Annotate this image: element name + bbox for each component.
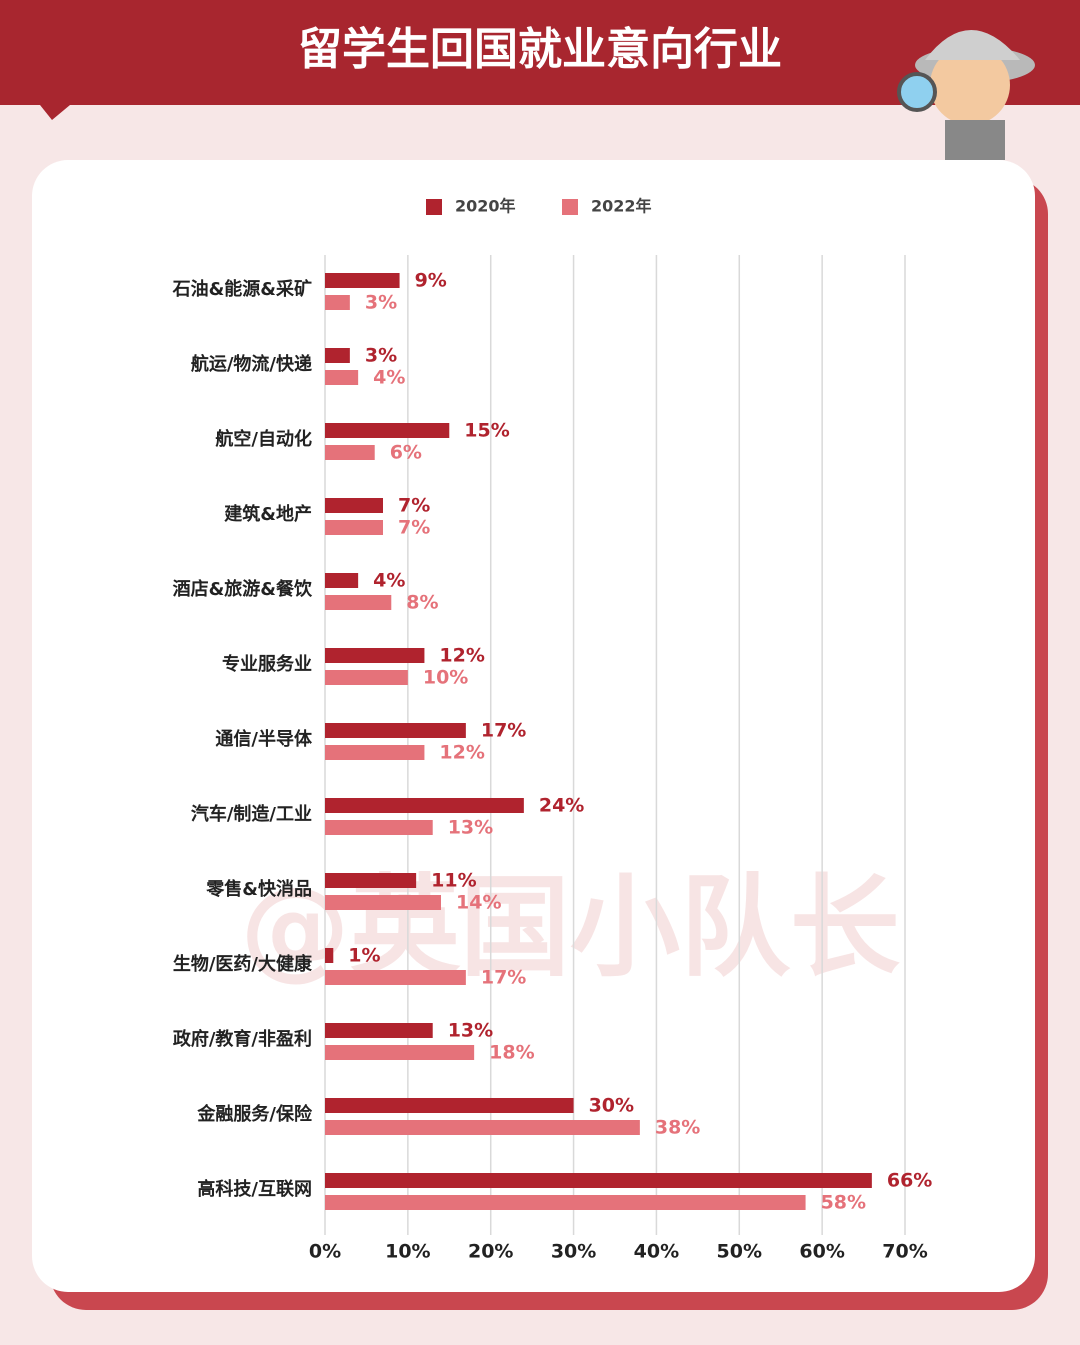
x-tick-label: 70%: [882, 1241, 927, 1263]
y-tick-label: 建筑&地产: [224, 503, 312, 525]
bar: [325, 820, 433, 835]
bar: [325, 370, 359, 385]
y-tick-label: 专业服务业: [222, 653, 312, 675]
value-label: 8%: [406, 592, 438, 614]
value-label: 38%: [655, 1117, 700, 1139]
value-label: 3%: [365, 292, 397, 314]
bar: [325, 595, 392, 610]
mascot: [897, 30, 1035, 160]
value-label: 13%: [448, 817, 493, 839]
y-tick-label: 金融服务/保险: [196, 1103, 313, 1125]
value-label: 4%: [373, 367, 405, 389]
bar: [325, 1098, 574, 1113]
x-tick-label: 40%: [634, 1241, 679, 1263]
bar: [325, 1045, 475, 1060]
y-tick-label: 航运/物流/快递: [191, 353, 312, 375]
bar: [325, 948, 334, 963]
value-label: 7%: [398, 495, 430, 517]
x-tick-label: 30%: [551, 1241, 596, 1263]
bar: [325, 273, 400, 288]
value-label: 7%: [398, 517, 430, 539]
bar: [325, 723, 466, 738]
bar: [325, 1195, 806, 1210]
bar: [325, 348, 350, 363]
legend-swatch: [426, 199, 442, 215]
legend-swatch: [562, 199, 578, 215]
value-label: 15%: [464, 420, 509, 442]
bar: [325, 895, 441, 910]
bar: [325, 295, 350, 310]
bar: [325, 798, 524, 813]
y-tick-label: 酒店&旅游&餐饮: [173, 578, 313, 600]
value-label: 12%: [439, 742, 484, 764]
bar: [325, 445, 375, 460]
value-label: 24%: [539, 795, 584, 817]
y-tick-label: 零售&快消品: [205, 878, 312, 900]
value-label: 12%: [439, 645, 484, 667]
value-label: 6%: [390, 442, 422, 464]
x-tick-label: 0%: [309, 1241, 341, 1263]
value-label: 17%: [481, 720, 526, 742]
value-label: 10%: [423, 667, 468, 689]
value-label: 66%: [887, 1170, 932, 1192]
bar: [325, 573, 359, 588]
value-label: 1%: [348, 945, 380, 967]
bar: [325, 670, 408, 685]
y-tick-label: 高科技/互联网: [197, 1178, 312, 1200]
y-tick-label: 生物/医药/大健康: [173, 953, 313, 975]
value-label: 58%: [821, 1192, 866, 1214]
bar: [325, 1023, 433, 1038]
value-label: 4%: [373, 570, 405, 592]
value-label: 18%: [489, 1042, 534, 1064]
bar: [325, 873, 417, 888]
card: [32, 160, 1035, 1292]
header-notch: [40, 105, 70, 120]
y-tick-label: 石油&能源&采矿: [172, 278, 312, 300]
bar: [325, 423, 450, 438]
x-tick-label: 60%: [799, 1241, 844, 1263]
value-label: 3%: [365, 345, 397, 367]
value-label: 9%: [415, 270, 447, 292]
y-tick-label: 通信/半导体: [215, 728, 313, 750]
bar: [325, 498, 383, 513]
x-tick-label: 20%: [468, 1241, 513, 1263]
bar: [325, 1120, 640, 1135]
chart-title: 留学生回国就业意向行业: [298, 24, 782, 75]
value-label: 14%: [456, 892, 501, 914]
legend-label: 2020年: [455, 197, 516, 216]
bar: [325, 520, 383, 535]
bar: [325, 970, 466, 985]
legend-label: 2022年: [591, 197, 652, 216]
y-tick-label: 航空/自动化: [215, 428, 312, 450]
bar: [325, 745, 425, 760]
value-label: 13%: [448, 1020, 493, 1042]
value-label: 30%: [589, 1095, 634, 1117]
x-tick-label: 50%: [717, 1241, 762, 1263]
bar: [325, 1173, 872, 1188]
value-label: 17%: [481, 967, 526, 989]
bar: [325, 648, 425, 663]
value-label: 11%: [431, 870, 476, 892]
y-tick-label: 汽车/制造/工业: [191, 803, 312, 825]
y-tick-label: 政府/教育/非盈利: [173, 1028, 312, 1050]
x-tick-label: 10%: [385, 1241, 430, 1263]
